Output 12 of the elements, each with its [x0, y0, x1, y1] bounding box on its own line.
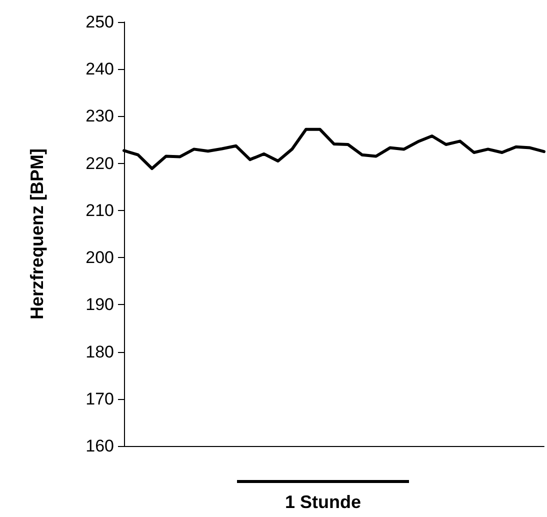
- y-tick-label: 210: [86, 200, 114, 220]
- y-tick-label: 180: [86, 342, 114, 362]
- y-tick-label: 170: [86, 389, 114, 408]
- y-tick-label: 160: [86, 436, 114, 456]
- y-tick-label: 200: [86, 248, 114, 268]
- text: 1 Stunde: [284, 492, 362, 513]
- y-axis-title: Herzfrequenz [BPM]: [27, 148, 47, 320]
- y-tick-label: 190: [86, 295, 114, 314]
- y-tick-label: 230: [86, 106, 114, 126]
- y-tick-label: 240: [86, 60, 114, 79]
- y-tick-label: 220: [86, 154, 114, 173]
- y-tick-label: 250: [86, 12, 114, 32]
